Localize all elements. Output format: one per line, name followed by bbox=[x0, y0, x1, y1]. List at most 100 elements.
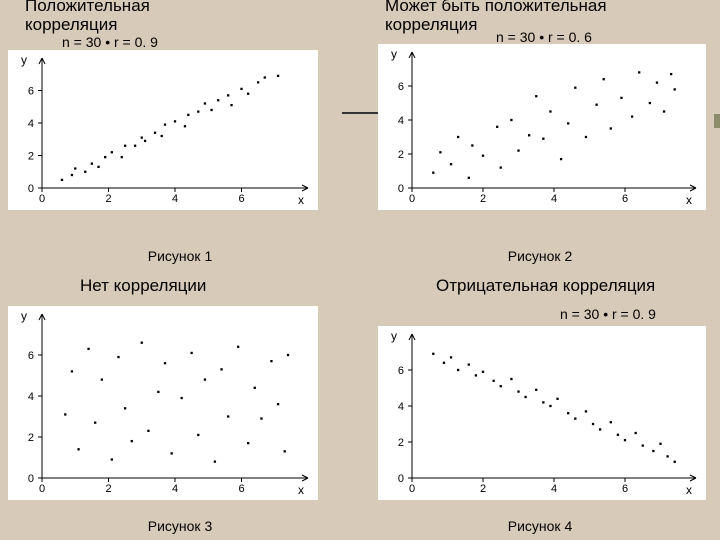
data-point bbox=[270, 360, 272, 362]
data-point bbox=[220, 368, 222, 370]
y-axis-label: y bbox=[391, 47, 397, 61]
data-point bbox=[439, 151, 441, 153]
data-point bbox=[97, 166, 99, 168]
data-point bbox=[574, 87, 576, 89]
data-point bbox=[287, 354, 289, 356]
x-axis-label: x bbox=[298, 483, 304, 497]
data-point bbox=[247, 442, 249, 444]
svg-text:6: 6 bbox=[28, 350, 34, 362]
scatter-plot: 02460246xy bbox=[378, 44, 706, 210]
data-point bbox=[510, 119, 512, 121]
data-point bbox=[64, 413, 66, 415]
data-point bbox=[432, 172, 434, 174]
data-point bbox=[674, 88, 676, 90]
y-axis-label: y bbox=[391, 329, 397, 343]
data-point bbox=[635, 432, 637, 434]
data-point bbox=[91, 162, 93, 164]
data-point bbox=[432, 353, 434, 355]
data-point bbox=[104, 156, 106, 158]
data-point bbox=[214, 460, 216, 462]
data-point bbox=[585, 410, 587, 412]
data-point bbox=[482, 371, 484, 373]
data-point bbox=[663, 110, 665, 112]
data-point bbox=[217, 99, 219, 101]
data-point bbox=[603, 78, 605, 80]
data-point bbox=[542, 401, 544, 403]
data-point bbox=[443, 362, 445, 364]
data-point bbox=[457, 136, 459, 138]
svg-text:0: 0 bbox=[39, 193, 45, 205]
data-point bbox=[624, 439, 626, 441]
svg-text:2: 2 bbox=[28, 151, 34, 163]
data-point bbox=[524, 396, 526, 398]
panel-caption: Рисунок 3 bbox=[0, 518, 360, 534]
data-point bbox=[227, 94, 229, 96]
panel-title: Отрицательная корреляция bbox=[436, 276, 655, 295]
data-point bbox=[124, 407, 126, 409]
chart-area: 02460246xy bbox=[378, 44, 706, 210]
data-point bbox=[121, 156, 123, 158]
data-point bbox=[620, 97, 622, 99]
data-point bbox=[599, 428, 601, 430]
data-point bbox=[642, 444, 644, 446]
panel-caption: Рисунок 2 bbox=[360, 248, 720, 264]
data-point bbox=[457, 369, 459, 371]
data-point bbox=[134, 145, 136, 147]
data-point bbox=[542, 138, 544, 140]
panel-subtitle: n = 30 • r = 0. 9 bbox=[560, 306, 656, 322]
svg-text:4: 4 bbox=[551, 483, 557, 495]
data-point bbox=[652, 450, 654, 452]
scatter-plot: 02460246xy bbox=[8, 306, 318, 500]
data-point bbox=[111, 458, 113, 460]
svg-text:2: 2 bbox=[28, 432, 34, 444]
data-point bbox=[500, 166, 502, 168]
data-point bbox=[61, 179, 63, 181]
svg-text:2: 2 bbox=[480, 193, 486, 205]
data-point bbox=[670, 73, 672, 75]
data-point bbox=[666, 455, 668, 457]
data-point bbox=[567, 122, 569, 124]
svg-text:6: 6 bbox=[622, 483, 628, 495]
data-point bbox=[496, 126, 498, 128]
data-point bbox=[631, 115, 633, 117]
svg-text:4: 4 bbox=[398, 401, 404, 413]
data-point bbox=[247, 93, 249, 95]
data-point bbox=[164, 123, 166, 125]
data-point bbox=[482, 155, 484, 157]
data-point bbox=[450, 356, 452, 358]
data-point bbox=[131, 440, 133, 442]
data-point bbox=[144, 140, 146, 142]
data-point bbox=[210, 109, 212, 111]
svg-text:6: 6 bbox=[398, 81, 404, 93]
data-point bbox=[190, 352, 192, 354]
svg-text:4: 4 bbox=[172, 193, 178, 205]
data-point bbox=[528, 134, 530, 136]
chart-area: 02460246xy bbox=[8, 306, 318, 500]
data-point bbox=[171, 452, 173, 454]
svg-text:2: 2 bbox=[105, 483, 111, 495]
data-point bbox=[471, 144, 473, 146]
data-point bbox=[656, 81, 658, 83]
data-point bbox=[517, 149, 519, 151]
data-point bbox=[560, 158, 562, 160]
data-point bbox=[71, 370, 73, 372]
data-point bbox=[517, 390, 519, 392]
data-point bbox=[230, 104, 232, 106]
svg-text:4: 4 bbox=[398, 115, 404, 127]
data-point bbox=[181, 397, 183, 399]
data-point bbox=[277, 403, 279, 405]
data-point bbox=[111, 151, 113, 153]
svg-text:2: 2 bbox=[105, 193, 111, 205]
data-point bbox=[84, 171, 86, 173]
data-point bbox=[141, 136, 143, 138]
panel-3: Нет корреляции02460246xyРисунок 3 bbox=[0, 270, 360, 540]
data-point bbox=[468, 363, 470, 365]
data-point bbox=[535, 389, 537, 391]
data-point bbox=[197, 110, 199, 112]
data-point bbox=[227, 415, 229, 417]
svg-text:6: 6 bbox=[238, 193, 244, 205]
data-point bbox=[638, 71, 640, 73]
panel-subtitle: n = 30 • r = 0. 9 bbox=[62, 34, 158, 50]
data-point bbox=[204, 378, 206, 380]
data-point bbox=[257, 81, 259, 83]
